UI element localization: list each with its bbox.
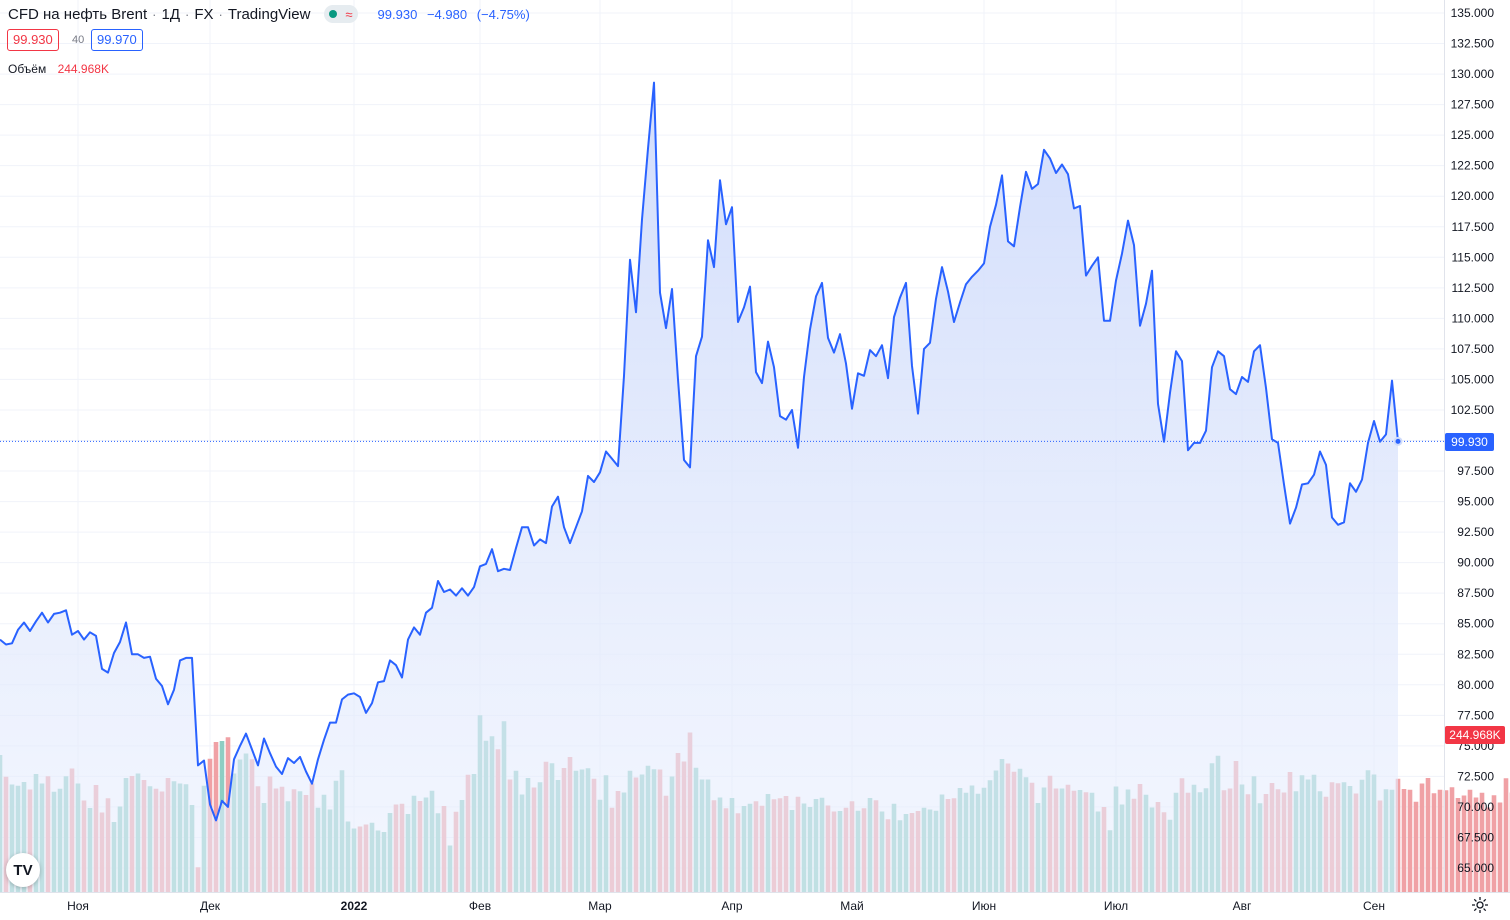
- quote-info: 99.930 −4.980 (−4.75%): [378, 7, 536, 22]
- volume-bar: [1431, 793, 1437, 892]
- volume-bar: [1449, 787, 1455, 892]
- price-change: −4.980: [426, 6, 468, 22]
- volume-bar: [1467, 789, 1473, 892]
- time-tick-label: Авг: [1233, 899, 1252, 913]
- time-tick-label: Ноя: [67, 899, 89, 913]
- volume-bar: [1485, 807, 1491, 892]
- sell-price-button[interactable]: 99.930: [7, 29, 59, 51]
- time-tick-label: Мар: [588, 899, 612, 913]
- time-tick-label: Апр: [721, 899, 743, 913]
- price-tick-label: 107.500: [1451, 342, 1495, 356]
- chart-header: CFD на нефть Brent · 1Д · FX · TradingVi…: [8, 4, 536, 24]
- volume-bar: [1425, 778, 1431, 892]
- price-tick-label: 132.500: [1451, 37, 1495, 51]
- price-tick-label: 115.000: [1452, 250, 1495, 264]
- time-tick-label: Дек: [200, 899, 221, 913]
- symbol-title[interactable]: CFD на нефть Brent: [8, 5, 148, 23]
- price-tick-label: 95.000: [1457, 495, 1494, 509]
- volume-label: Объём: [8, 62, 47, 76]
- volume-bar: [1497, 802, 1503, 892]
- source-label: TradingView: [227, 5, 311, 23]
- separator-dot: ·: [152, 6, 157, 22]
- exchange-label: FX: [194, 5, 214, 23]
- price-tick-label: 102.500: [1451, 403, 1495, 417]
- price-tick-label: 80.000: [1457, 678, 1494, 692]
- price-tick-label: 77.500: [1457, 708, 1494, 722]
- volume-badge-text: 244.968K: [1449, 728, 1500, 742]
- price-tick-label: 82.500: [1457, 647, 1494, 661]
- volume-bar: [1401, 789, 1407, 892]
- price-tick-label: 72.500: [1457, 769, 1494, 783]
- last-price-badge: 99.930: [1445, 433, 1494, 451]
- time-axis[interactable]: Ноя Дек 2022 Фев Мар Апр Май Июн Июл Авг Сен: [67, 899, 1385, 913]
- volume-bar: [1455, 798, 1461, 892]
- price-tick-label: 97.500: [1457, 464, 1494, 478]
- tradingview-logo-icon[interactable]: TV: [6, 853, 40, 887]
- price-tick-label: 105.000: [1451, 372, 1495, 386]
- price-tick-label: 117.500: [1452, 220, 1495, 234]
- volume-bar: [1407, 789, 1413, 892]
- buy-price-button[interactable]: 99.970: [91, 29, 143, 51]
- price-tick-label: 87.500: [1457, 586, 1494, 600]
- price-tick-label: 130.000: [1451, 67, 1495, 81]
- price-area: [0, 82, 1398, 893]
- last-price-marker: [1393, 436, 1403, 446]
- time-tick-label: Сен: [1363, 899, 1385, 913]
- volume-bar: [1491, 795, 1497, 892]
- time-tick-label: Июн: [972, 899, 996, 913]
- price-tick-label: 70.000: [1457, 800, 1494, 814]
- last-price: 99.930: [377, 6, 418, 22]
- price-tick-label: 125.000: [1451, 128, 1495, 142]
- price-change-pct: (−4.75%): [476, 6, 530, 22]
- time-tick-label: 2022: [341, 899, 368, 913]
- volume-bar: [1413, 801, 1419, 892]
- volume-bar: [1461, 795, 1467, 892]
- time-tick-label: Фев: [469, 899, 491, 913]
- price-tick-label: 67.500: [1457, 830, 1494, 844]
- volume-bar: [1437, 789, 1443, 892]
- volume-bar: [1443, 790, 1449, 892]
- price-tick-label: 65.000: [1457, 861, 1494, 875]
- volume-bar: [1419, 783, 1425, 892]
- volume-value: 244.968K: [57, 62, 109, 76]
- price-line: [0, 81, 1399, 822]
- price-tick-label: 112.500: [1452, 281, 1495, 295]
- price-tick-label: 135.000: [1451, 6, 1495, 20]
- price-tick-label: 85.000: [1457, 617, 1494, 631]
- separator-dot: ·: [185, 6, 190, 22]
- gear-icon[interactable]: [1470, 895, 1490, 915]
- approx-wave-icon: ≈: [345, 6, 353, 22]
- time-tick-label: Июл: [1104, 899, 1128, 913]
- price-axis[interactable]: 65.00067.50070.00072.50075.00077.50080.0…: [1451, 6, 1495, 875]
- market-status-pill[interactable]: ≈: [324, 5, 358, 23]
- market-status-dot: [329, 10, 338, 18]
- volume-bar: [1503, 778, 1509, 892]
- price-tick-label: 90.000: [1457, 556, 1494, 570]
- volume-badge: 244.968K: [1445, 726, 1505, 744]
- time-tick-label: Май: [840, 899, 864, 913]
- separator-dot: ·: [218, 6, 223, 22]
- price-tick-label: 92.500: [1457, 525, 1494, 539]
- price-tick-label: 127.500: [1451, 98, 1495, 112]
- price-tick-label: 110.000: [1452, 311, 1495, 325]
- spread-value: 40: [72, 34, 85, 46]
- volume-bar: [1479, 792, 1485, 892]
- price-tick-label: 120.000: [1451, 189, 1495, 203]
- last-price-badge-text: 99.930: [1451, 435, 1488, 449]
- interval-label[interactable]: 1Д: [161, 5, 180, 23]
- volume-legend[interactable]: Объём 244.968K: [8, 62, 109, 76]
- volume-bar: [1473, 797, 1479, 892]
- price-tick-label: 122.500: [1451, 159, 1495, 173]
